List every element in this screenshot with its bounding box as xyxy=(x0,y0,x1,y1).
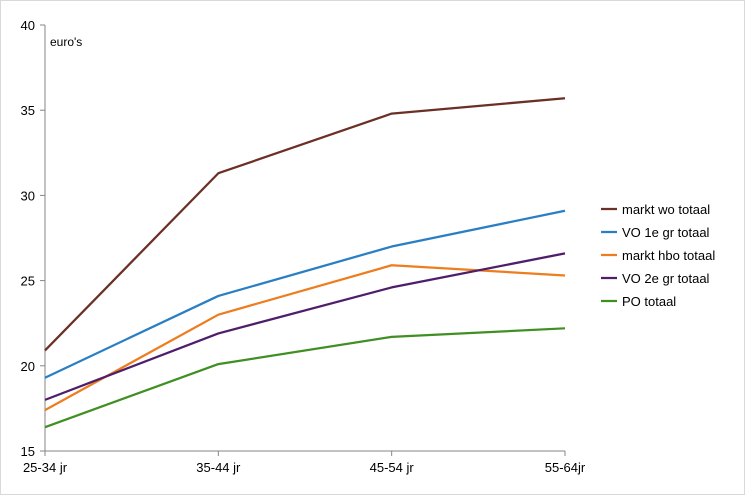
x-tick-label: 35-44 jr xyxy=(196,460,241,475)
legend-item: VO 2e gr totaal xyxy=(601,271,710,286)
series-line xyxy=(45,98,565,350)
y-tick-label: 25 xyxy=(21,274,35,289)
y-tick-label: 35 xyxy=(21,103,35,118)
series-line xyxy=(45,253,565,400)
legend-item: markt wo totaal xyxy=(601,202,710,217)
series-line xyxy=(45,328,565,427)
legend-item: markt hbo totaal xyxy=(601,248,715,263)
legend-label: markt hbo totaal xyxy=(622,248,715,263)
y-tick-label: 15 xyxy=(21,444,35,459)
series-lines xyxy=(45,98,565,427)
y-tick-label: 20 xyxy=(21,359,35,374)
legend: markt wo totaal VO 1e gr totaal markt hbo … xyxy=(601,202,715,309)
series-line xyxy=(45,265,565,410)
legend-label: markt wo totaal xyxy=(622,202,710,217)
legend-item: PO totaal xyxy=(601,294,676,309)
y-tick-label: 40 xyxy=(21,18,35,33)
legend-label: VO 2e gr totaal xyxy=(622,271,710,286)
y-tick-label: 30 xyxy=(21,188,35,203)
legend-label: VO 1e gr totaal xyxy=(622,225,710,240)
x-tick-label: 55-64jr xyxy=(545,460,586,475)
legend-item: VO 1e gr totaal xyxy=(601,225,710,240)
x-tick-label: 45-54 jr xyxy=(370,460,415,475)
x-tick-label: 25-34 jr xyxy=(23,460,68,475)
legend-label: PO totaal xyxy=(622,294,676,309)
axes: 15 20 25 30 35 40 25-34 jr 35-44 jr 45-54 jr 55-6… xyxy=(21,18,586,475)
series-line xyxy=(45,211,565,378)
y-axis-label: euro's xyxy=(50,35,82,49)
